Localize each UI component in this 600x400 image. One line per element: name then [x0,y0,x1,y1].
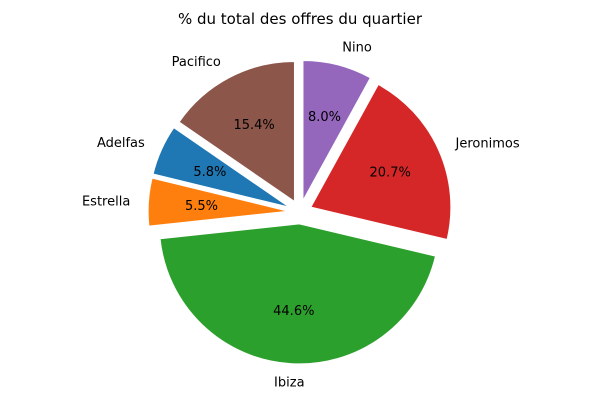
slice-label-nino: Nino [342,41,372,56]
pie-slice-nino [302,59,372,201]
pie-slice-pacifico [178,60,295,203]
slice-label-pacifico: Pacifico [172,55,221,70]
pie-slice-jeronimos [310,83,452,241]
pie-slices: 8.0% Nino 20.7% Jeronimos 44.6% Ibiza 5.5% Estr… [82,41,520,391]
slice-pct-nino: 8.0% [308,110,341,125]
slice-label-adelfas: Adelfas [97,136,145,151]
slice-pct-ibiza: 44.6% [273,304,314,319]
pie-slice-estrella [147,177,289,227]
slice-pct-estrella: 5.5% [185,199,218,214]
slice-pct-adelfas: 5.8% [193,165,226,180]
chart-title: % du total des offres du quartier [178,10,423,28]
slice-label-estrella: Estrella [82,194,130,209]
slice-label-jeronimos: Jeronimos [455,137,520,152]
slice-label-ibiza: Ibiza [274,375,305,390]
slice-pct-jeronimos: 20.7% [370,165,411,180]
pie-slice-adelfas [152,127,290,208]
slice-pct-pacifico: 15.4% [233,118,274,133]
pie-slice-ibiza [159,223,437,365]
